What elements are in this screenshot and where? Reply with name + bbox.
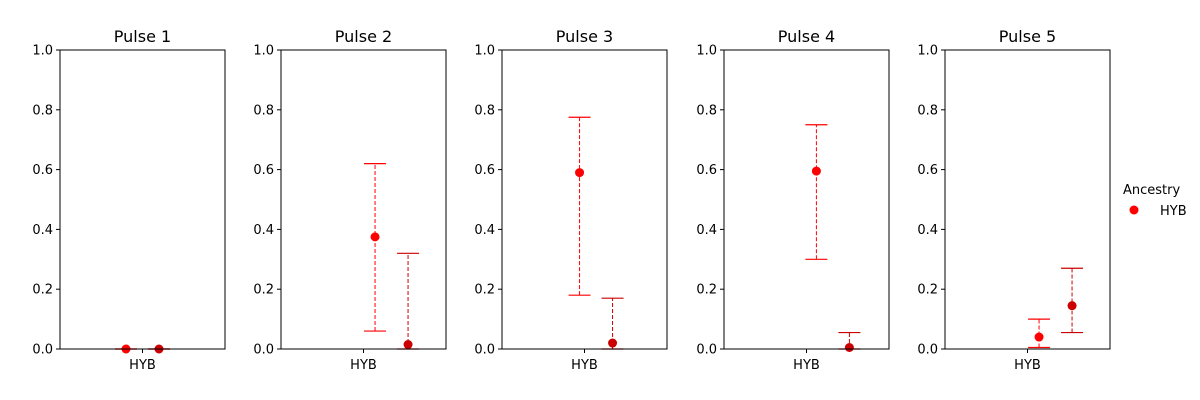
legend-marker-hyb: [1129, 205, 1139, 215]
y-tick-label: 0.0: [253, 343, 274, 358]
axes-frame: [501, 49, 668, 350]
axes-frame: [59, 49, 226, 350]
data-point: [575, 168, 585, 178]
y-tick-label: 0.0: [474, 343, 495, 358]
y-tick-label: 0.8: [696, 103, 717, 118]
data-point: [370, 232, 380, 242]
y-tick-label: 0.4: [32, 223, 53, 238]
data-point-group: [568, 116, 591, 296]
y-tick-label: 0.6: [474, 163, 495, 178]
y-tick-label: 0.8: [253, 103, 274, 118]
data-point: [403, 340, 413, 350]
panel-title: Pulse 2: [335, 27, 392, 46]
data-point-group: [805, 124, 828, 260]
y-tick-label: 1.0: [253, 44, 274, 59]
y-tick-label: 0.2: [253, 283, 274, 298]
y-tick-label: 0.8: [917, 103, 938, 118]
y-tick-label: 0.2: [917, 283, 938, 298]
panels: Pulse 1 0.0 0.2 0.4 0.6 0.8 1.0 HYB Pulse 2 0.0 0.…: [32, 27, 1111, 373]
data-point-group: [364, 163, 387, 332]
y-tick-label: 0.0: [696, 343, 717, 358]
y-tick-label: 1.0: [917, 44, 938, 59]
axes-frame: [280, 49, 447, 350]
x-tick-label: HYB: [350, 358, 377, 373]
panel-title: Pulse 5: [999, 27, 1056, 46]
y-tick-label: 1.0: [474, 44, 495, 59]
data-point: [1034, 332, 1044, 342]
y-tick-label: 0.6: [696, 163, 717, 178]
panel-2: Pulse 2 0.0 0.2 0.4 0.6 0.8 1.0 HYB: [253, 27, 447, 373]
y-tick-label: 0.2: [32, 283, 53, 298]
panel-3: Pulse 3 0.0 0.2 0.4 0.6 0.8 1.0 HYB: [474, 27, 668, 373]
y-tick-label: 0.6: [32, 163, 53, 178]
y-tick-label: 0.4: [474, 223, 495, 238]
panel-4: Pulse 4 0.0 0.2 0.4 0.6 0.8 1.0 HYB: [696, 27, 890, 373]
data-point-group: [1061, 267, 1084, 334]
x-tick-label: HYB: [793, 358, 820, 373]
data-point: [608, 338, 618, 348]
y-tick-label: 0.8: [474, 103, 495, 118]
y-tick-label: 0.0: [32, 343, 53, 358]
x-tick-label: HYB: [1014, 358, 1041, 373]
y-tick-label: 1.0: [696, 44, 717, 59]
y-tick-label: 0.2: [696, 283, 717, 298]
axes-frame: [944, 49, 1111, 350]
legend: Ancestry HYB: [1123, 183, 1187, 219]
panel-5: Pulse 5 0.0 0.2 0.4 0.6 0.8 1.0 HYB: [917, 27, 1111, 373]
y-tick-label: 1.0: [32, 44, 53, 59]
y-tick-label: 0.0: [917, 343, 938, 358]
data-point-group: [601, 297, 624, 350]
data-point: [1067, 301, 1077, 311]
y-tick-label: 0.8: [32, 103, 53, 118]
legend-label-hyb: HYB: [1160, 204, 1187, 219]
data-point-group: [397, 252, 420, 350]
axes-frame: [723, 49, 890, 350]
y-tick-label: 0.4: [696, 223, 717, 238]
x-tick-label: HYB: [129, 358, 156, 373]
y-tick-label: 0.6: [253, 163, 274, 178]
y-tick-label: 0.2: [474, 283, 495, 298]
x-tick-label: HYB: [571, 358, 598, 373]
data-point: [844, 343, 854, 353]
panel-title: Pulse 4: [778, 27, 835, 46]
legend-title: Ancestry: [1123, 183, 1180, 198]
y-tick-label: 0.6: [917, 163, 938, 178]
data-point: [811, 166, 821, 176]
data-point-group: [1028, 318, 1051, 349]
panel-title: Pulse 1: [114, 27, 171, 46]
y-tick-label: 0.4: [917, 223, 938, 238]
panel-title: Pulse 3: [556, 27, 613, 46]
y-tick-label: 0.4: [253, 223, 274, 238]
panel-1: Pulse 1 0.0 0.2 0.4 0.6 0.8 1.0 HYB: [32, 27, 226, 373]
